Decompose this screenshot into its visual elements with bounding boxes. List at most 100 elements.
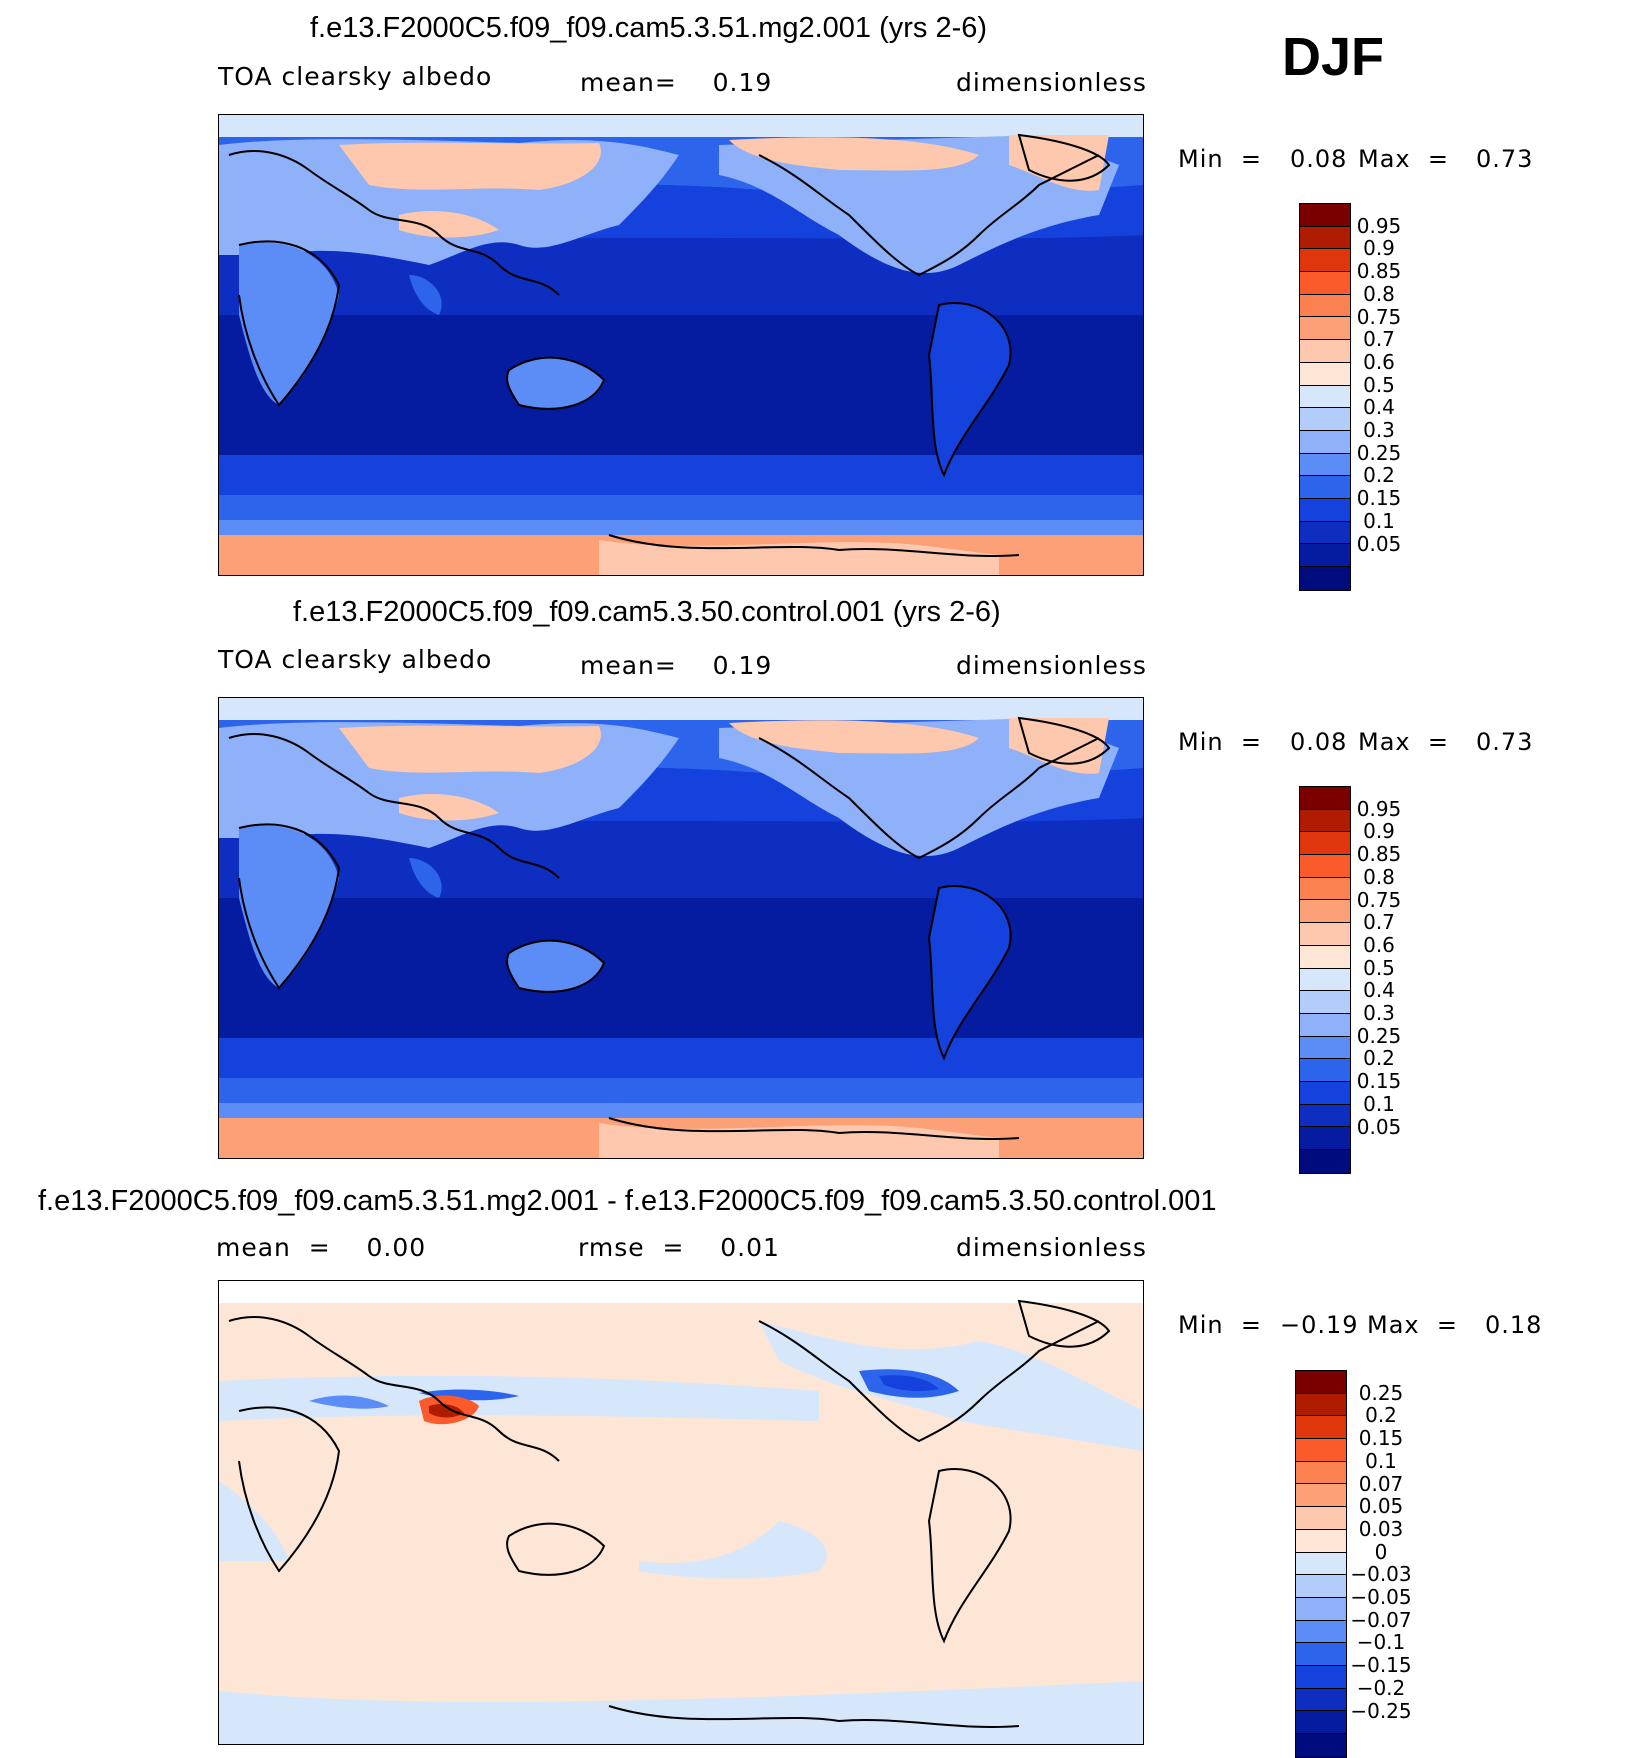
colorbar-tick-label: 0.03 (1358, 1516, 1404, 1541)
colorbar-swatch (1300, 521, 1350, 545)
colorbar-tick-label: 0.75 (1356, 887, 1402, 912)
colorbar-swatch (1300, 809, 1350, 833)
panel-2-max-label: Max = (1358, 728, 1449, 756)
colorbar-swatch (1296, 1529, 1346, 1553)
colorbar-tick-label: −0.2 (1356, 1675, 1406, 1700)
colorbar-swatch (1300, 385, 1350, 409)
colorbar-tick-label: 0.95 (1356, 796, 1402, 821)
panel-1-colorbar (1299, 203, 1351, 591)
panel-3-mean: mean = 0.00 (216, 1233, 427, 1262)
colorbar-swatch (1296, 1620, 1346, 1644)
colorbar-swatch (1296, 1393, 1346, 1417)
panel-2-colorbar (1299, 786, 1351, 1174)
colorbar-tick-label: −0.03 (1350, 1562, 1412, 1587)
panel-2-mean: mean= 0.19 (580, 651, 773, 680)
colorbar-tick-label: 0.8 (1363, 864, 1395, 889)
colorbar-tick-label: −0.25 (1350, 1698, 1412, 1723)
panel-2-min-value: 0.08 (1290, 728, 1348, 756)
colorbar-tick-label: 0.9 (1363, 236, 1395, 261)
colorbar-swatch (1300, 567, 1350, 590)
colorbar-swatch (1300, 226, 1350, 250)
colorbar-tick-label: 0.1 (1365, 1448, 1397, 1473)
panel-2-min-label: Min = (1178, 728, 1262, 756)
colorbar-swatch (1296, 1507, 1346, 1530)
colorbar-swatch (1296, 1711, 1346, 1734)
colorbar-tick-label: 0.25 (1356, 1023, 1402, 1048)
panel-1-mean: mean= 0.19 (580, 68, 773, 97)
colorbar-tick-label: 0.5 (1363, 372, 1395, 397)
colorbar-swatch (1296, 1665, 1346, 1689)
colorbar-swatch (1300, 1127, 1350, 1150)
panel-3-title: f.e13.F2000C5.f09_f09.cam5.3.51.mg2.001 … (38, 1185, 1217, 1217)
panel-3-min-label: Min = (1178, 1311, 1262, 1339)
colorbar-tick-label: 0.9 (1363, 819, 1395, 844)
colorbar-swatch (1300, 1081, 1350, 1105)
colorbar-swatch (1300, 832, 1350, 856)
colorbar-swatch (1296, 1371, 1346, 1394)
panel-3-units: dimensionless (956, 1233, 1147, 1262)
panel-3-max-value: 0.18 (1485, 1311, 1543, 1339)
colorbar-swatch (1300, 476, 1350, 499)
colorbar-swatch (1300, 430, 1350, 454)
colorbar-tick-label: 0.2 (1365, 1403, 1397, 1428)
colorbar-tick-label: 0.85 (1356, 842, 1402, 867)
colorbar-swatch (1300, 362, 1350, 386)
season-label: DJF (1282, 27, 1385, 87)
colorbar-tick-label: 0.1 (1363, 508, 1395, 533)
colorbar-tick-label: 0.07 (1358, 1471, 1404, 1496)
colorbar-tick-label: 0.2 (1363, 463, 1395, 488)
panel-1-max-value: 0.73 (1476, 145, 1534, 173)
colorbar-swatch (1296, 1597, 1346, 1621)
colorbar-tick-label: 0 (1374, 1539, 1388, 1564)
colorbar-swatch (1300, 900, 1350, 924)
colorbar-swatch (1300, 1036, 1350, 1060)
panel-3-colorbar (1295, 1370, 1347, 1758)
colorbar-tick-label: −0.1 (1356, 1630, 1406, 1655)
colorbar-swatch (1300, 294, 1350, 318)
colorbar-tick-label: 0.95 (1356, 213, 1402, 238)
colorbar-tick-label: 0.7 (1363, 910, 1395, 935)
colorbar-swatch (1300, 945, 1350, 969)
colorbar-tick-label: −0.05 (1350, 1585, 1412, 1609)
colorbar-tick-label: 0.3 (1363, 418, 1395, 442)
colorbar-swatch (1296, 1484, 1346, 1508)
panel-2-title: f.e13.F2000C5.f09_f09.cam5.3.50.control.… (293, 596, 1001, 628)
colorbar-swatch (1300, 991, 1350, 1014)
colorbar-tick-label: −0.15 (1350, 1653, 1412, 1678)
colorbar-tick-label: 0.05 (1356, 1114, 1402, 1139)
colorbar-swatch (1296, 1439, 1346, 1462)
colorbar-tick-label: −0.07 (1350, 1607, 1412, 1632)
colorbar-swatch (1300, 340, 1350, 363)
colorbar-swatch (1300, 204, 1350, 227)
colorbar-swatch (1296, 1575, 1346, 1598)
panel-2-units: dimensionless (956, 651, 1147, 680)
colorbar-tick-label: 0.05 (1356, 531, 1402, 556)
panel-1-min-label: Min = (1178, 145, 1262, 173)
colorbar-tick-label: 0.15 (1358, 1426, 1404, 1451)
colorbar-swatch (1296, 1734, 1346, 1757)
colorbar-swatch (1300, 923, 1350, 946)
colorbar-tick-label: 0.05 (1358, 1494, 1404, 1519)
colorbar-swatch (1300, 544, 1350, 567)
colorbar-swatch (1300, 1059, 1350, 1082)
colorbar-tick-label: 0.6 (1363, 349, 1395, 374)
panel-3-map (218, 1280, 1144, 1745)
colorbar-tick-label: 0.25 (1358, 1380, 1404, 1405)
panel-1-variable: TOA clearsky albedo (218, 62, 493, 91)
panel-1-title: f.e13.F2000C5.f09_f09.cam5.3.51.mg2.001 … (310, 12, 988, 44)
colorbar-swatch (1300, 453, 1350, 477)
colorbar-tick-label: 0.6 (1363, 932, 1395, 957)
colorbar-swatch (1300, 1104, 1350, 1128)
panel-1-max-label: Max = (1358, 145, 1449, 173)
panel-2-max-value: 0.73 (1476, 728, 1534, 756)
colorbar-swatch (1300, 317, 1350, 341)
colorbar-tick-label: 0.3 (1363, 1001, 1395, 1025)
colorbar-swatch (1300, 787, 1350, 810)
panel-3-min-value: −0.19 (1280, 1311, 1359, 1339)
panel-1-units: dimensionless (956, 68, 1147, 97)
colorbar-swatch (1296, 1416, 1346, 1440)
colorbar-swatch (1300, 1013, 1350, 1037)
colorbar-tick-label: 0.15 (1356, 486, 1402, 511)
colorbar-tick-label: 0.85 (1356, 259, 1402, 284)
panel-3-max-label: Max = (1367, 1311, 1458, 1339)
